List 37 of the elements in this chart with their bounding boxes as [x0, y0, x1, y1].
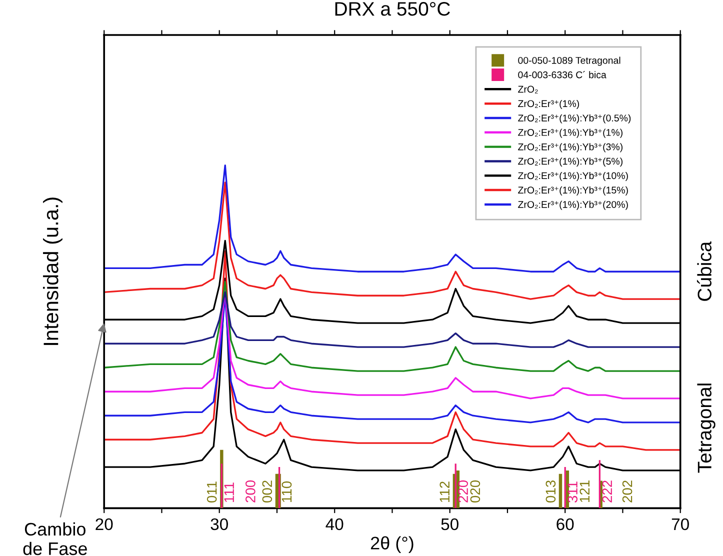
y-axis-title: Intensidad (u.a.) [43, 198, 62, 345]
annotation: 220 [458, 480, 468, 502]
annotation: 112 [440, 482, 450, 502]
legend-label: ZrO₂:Er³⁺(1%):Yb³⁺(10%) [518, 172, 628, 182]
x-tick-label: 40 [326, 518, 344, 530]
annotation: 110 [282, 481, 292, 502]
annotation: 013 [546, 480, 556, 502]
annotation: Cambio de Fase [23, 522, 87, 556]
x-axis-title: 2θ (°) [370, 536, 414, 554]
legend-label: ZrO₂:Er³⁺(1%) [518, 100, 579, 109]
annotation: 020 [470, 480, 480, 502]
annotation: 121 [580, 480, 590, 502]
legend-label: 04-003-6336 C´ bica [518, 71, 606, 78]
x-tick-label: 30 [210, 518, 228, 530]
annotation: 111 [224, 482, 234, 502]
legend-label: ZrO₂:Er³⁺(1%):Yb³⁺(1%) [518, 128, 622, 138]
legend-label: ZrO₂ [518, 86, 538, 94]
legend-label: ZrO₂:Er³⁺(1%):Yb³⁺(15%) [518, 186, 628, 196]
legend-label: 00-050-1089 Tetragonal [518, 56, 620, 66]
text: Tetragonal [697, 384, 716, 473]
annotation: 200 [246, 480, 256, 502]
legend-label: ZrO₂:Er³⁺(1%):Yb³⁺(5%) [518, 158, 622, 167]
x-tick-label: 70 [672, 518, 689, 530]
annotation: 202 [622, 480, 632, 502]
legend-label: ZrO₂:Er³⁺(1%):Yb³⁺(20%) [518, 200, 628, 210]
text: Cúbica [696, 241, 712, 301]
x-tick-label: 20 [96, 518, 113, 530]
annotation: 311 [568, 482, 578, 503]
annotation: 011 [206, 482, 217, 502]
annotation: 222 [602, 480, 612, 502]
annotation: 002 [262, 480, 272, 502]
legend-label: ZrO₂:Er³⁺(1%):Yb³⁺(0.5%) [518, 114, 631, 124]
legend-label: ZrO₂:Er³⁺(1%):Yb³⁺(3%) [518, 143, 622, 152]
chart-title: DRX a 550°C [335, 2, 450, 16]
x-tick-label: 60 [556, 518, 574, 530]
x-tick-label: 50 [441, 518, 458, 530]
bar [558, 474, 562, 508]
